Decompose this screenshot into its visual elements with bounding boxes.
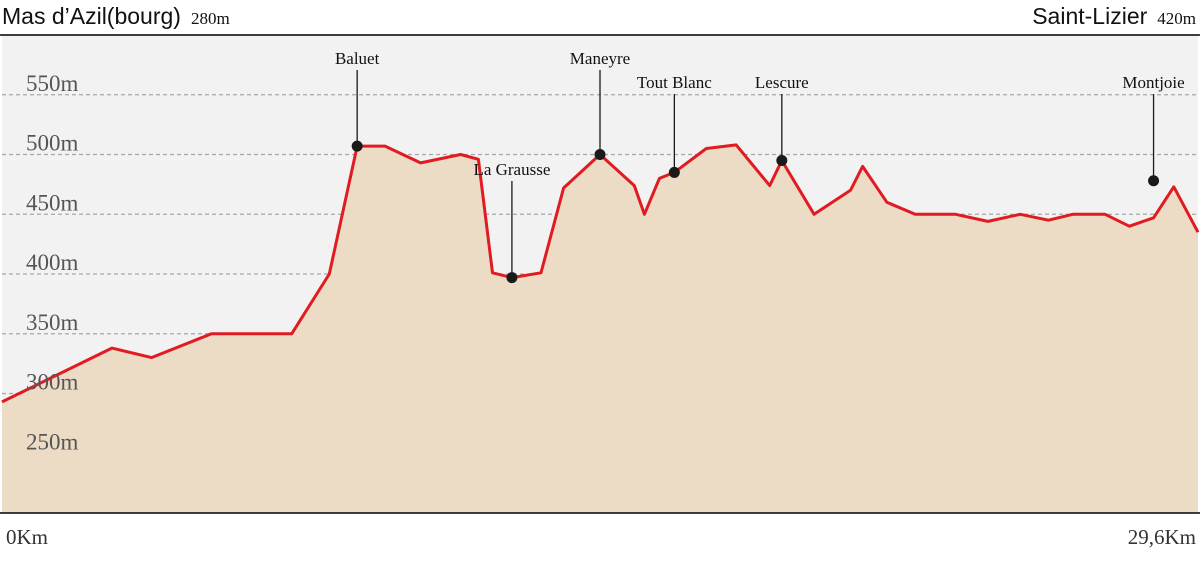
y-tick-label: 550m	[26, 71, 79, 96]
end-title: Saint-Lizier 420m	[1032, 3, 1196, 29]
elevation-area	[2, 144, 1198, 513]
waypoint: La Grausse	[473, 160, 550, 284]
waypoint-marker	[506, 272, 518, 284]
waypoint: Lescure	[755, 73, 809, 166]
waypoint-label: Tout Blanc	[637, 73, 712, 92]
waypoints: Baluet La Grausse Maneyre Tout Blanc Lescure…	[335, 49, 1185, 284]
y-tick-label: 250m	[26, 429, 79, 454]
y-tick-label: 400m	[26, 250, 79, 275]
waypoint-marker	[776, 154, 788, 166]
start-name: Mas d’Azil(bourg)	[2, 3, 181, 29]
waypoint-marker	[594, 149, 606, 160]
waypoint-label: Montjoie	[1122, 73, 1184, 92]
x-axis-tick-labels: 0Km 29,6Km	[6, 525, 1196, 549]
waypoint-marker	[1148, 175, 1160, 187]
waypoint: Baluet	[335, 49, 380, 152]
y-axis-tick-labels: 550m 500m 450m 400m 350m 300m 250m	[26, 71, 79, 455]
waypoint: Montjoie	[1122, 73, 1185, 187]
waypoint-label: Lescure	[755, 73, 809, 92]
waypoint-label: La Grausse	[473, 160, 550, 179]
start-title: Mas d’Azil(bourg) 280m	[2, 3, 230, 29]
y-tick-label: 450m	[26, 190, 79, 215]
x-tick-label: 29,6Km	[1128, 525, 1196, 549]
waypoint: Tout Blanc	[637, 73, 712, 178]
waypoint-marker	[668, 166, 680, 178]
x-tick-label: 0Km	[6, 525, 48, 549]
end-name: Saint-Lizier	[1032, 3, 1147, 29]
y-tick-label: 300m	[26, 370, 79, 395]
end-altitude: 420m	[1157, 9, 1196, 28]
y-tick-label: 350m	[26, 310, 79, 335]
y-tick-label: 500m	[26, 131, 79, 156]
start-altitude: 280m	[191, 9, 230, 28]
waypoint-label: Maneyre	[570, 49, 630, 68]
waypoint-label: Baluet	[335, 49, 380, 68]
waypoint: Maneyre	[570, 49, 630, 160]
waypoint-marker	[351, 140, 363, 152]
